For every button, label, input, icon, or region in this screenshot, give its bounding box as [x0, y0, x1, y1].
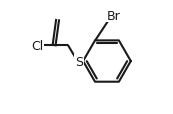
Text: S: S — [75, 55, 83, 68]
Text: Cl: Cl — [31, 39, 44, 52]
Text: Br: Br — [106, 9, 120, 22]
